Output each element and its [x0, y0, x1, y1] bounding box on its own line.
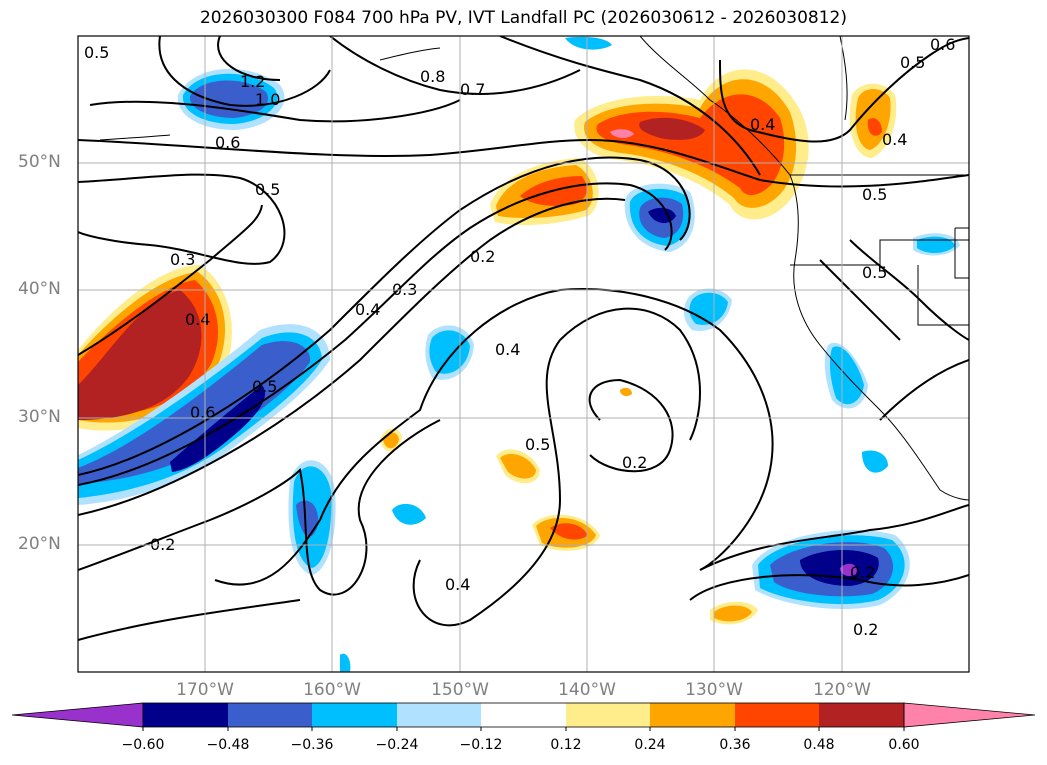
colorbar-label: −0.24 [375, 737, 419, 753]
contour-label: 0.6 [190, 403, 215, 422]
colorbar-label: 0.60 [888, 737, 920, 753]
colorbar-swatch [143, 703, 228, 727]
contour-label: 0.6 [215, 133, 240, 152]
lon-label: 170°W [176, 680, 234, 700]
contour-label: 1.0 [255, 90, 280, 109]
contour-label: 0.5 [862, 263, 887, 282]
pv-contours [78, 36, 969, 641]
shaded-field [78, 36, 960, 672]
contour-label: 0.6 [930, 35, 955, 54]
colorbar-label: −0.48 [206, 737, 250, 753]
lat-label: 20°N [18, 534, 61, 554]
lon-label: 120°W [813, 680, 871, 700]
colorbar-frame [142, 702, 905, 728]
colorbar-label: 0.36 [719, 737, 751, 753]
colorbar-label: −0.60 [121, 737, 165, 753]
contour-label: 0.7 [460, 80, 485, 99]
colorbar-swatch [650, 703, 735, 727]
colorbar-swatch [228, 703, 312, 727]
colorbar-swatch [735, 703, 819, 727]
contour-label: 0.5 [252, 377, 277, 396]
contour-label: 0.2 [622, 453, 647, 472]
colorbar-swatch [566, 703, 650, 727]
contour-label: 0.5 [525, 435, 550, 454]
contour-label: 0.4 [445, 575, 470, 594]
colorbar [11, 702, 1036, 731]
contour-label: 0.5 [862, 185, 887, 204]
contour-label: 1.2 [240, 72, 265, 91]
lat-label: 40°N [18, 279, 61, 299]
colorbar-swatch [11, 702, 144, 728]
colorbar-label: 0.48 [803, 737, 835, 753]
contour-label: 0.4 [882, 130, 907, 149]
contour-label: 0.4 [355, 300, 380, 319]
contour-label: 0.2 [470, 247, 495, 266]
colorbar-ticks [142, 727, 905, 731]
contour-labels: 0.5 1.2 1.0 0.6 0.8 0.7 0.5 0.3 0.4 0.5 … [84, 35, 955, 639]
contour-label: 0.4 [495, 340, 520, 359]
lon-label: 150°W [431, 680, 489, 700]
contour-label: 0.8 [420, 67, 445, 86]
lon-label: 130°W [685, 680, 743, 700]
lat-label: 30°N [18, 407, 61, 427]
lon-label: 160°W [303, 680, 361, 700]
coastlines [99, 36, 969, 501]
lat-label: 50°N [18, 152, 61, 172]
colorbar-label: −0.36 [290, 737, 334, 753]
contour-label: 0.2 [853, 620, 878, 639]
map-frame [77, 35, 970, 673]
colorbar-swatch [903, 702, 1036, 728]
lon-label: 140°W [558, 680, 616, 700]
colorbar-swatch [819, 703, 904, 727]
contour-label: 0.5 [84, 43, 109, 62]
colorbar-label: 0.12 [550, 737, 582, 753]
contour-label: 0.4 [185, 310, 210, 329]
colorbar-label: −0.12 [459, 737, 503, 753]
colorbar-swatch [312, 703, 397, 727]
contour-label: 0.4 [750, 115, 775, 134]
contour-label: 0.3 [170, 250, 195, 269]
colorbar-label: 0.24 [634, 737, 666, 753]
contour-label: 0.5 [900, 53, 925, 72]
gridlines [78, 36, 969, 672]
contour-label: 0.5 [255, 180, 280, 199]
map-plot-area[interactable]: 0.5 1.2 1.0 0.6 0.8 0.7 0.5 0.3 0.4 0.5 … [78, 35, 969, 672]
page-title: 2026030300 F084 700 hPa PV, IVT Landfall… [199, 8, 847, 28]
contour-label: 0.2 [850, 563, 875, 582]
colorbar-swatch [397, 703, 481, 727]
colorbar-swatch [481, 703, 566, 727]
